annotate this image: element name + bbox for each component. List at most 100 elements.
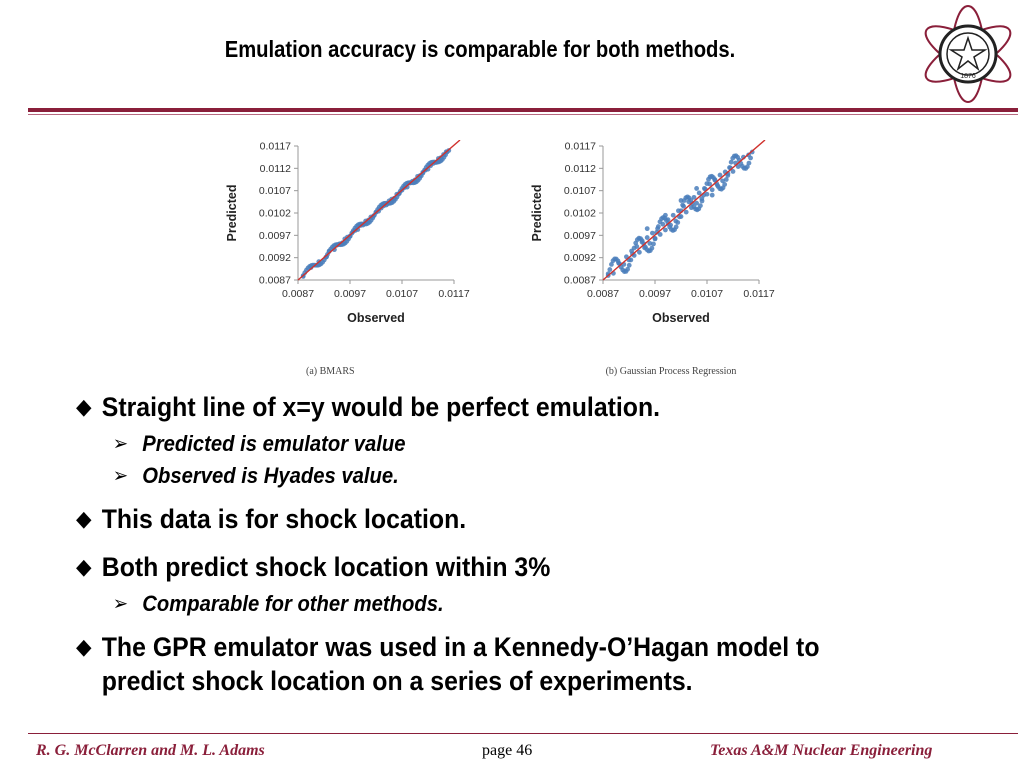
x-axis-label: Observed <box>347 311 405 325</box>
y-axis-label: Predicted <box>225 185 239 242</box>
data-point <box>691 194 697 200</box>
y-tick-label: 0.0117 <box>260 141 291 153</box>
bullet-1: ◆ Straight line of x=y would be perfect … <box>76 390 904 424</box>
data-point <box>728 159 734 165</box>
y-tick-label: 0.0092 <box>564 252 596 264</box>
bullet-1-text: Straight line of x=y would be perfect em… <box>101 392 661 422</box>
data-point <box>744 164 750 170</box>
data-point <box>652 235 658 241</box>
data-point <box>709 187 715 193</box>
sub-bullet-1-2: ➢ Observed is Hyades value. <box>76 460 904 492</box>
bullet-list: ◆ Straight line of x=y would be perfect … <box>76 390 976 702</box>
x-tick-label: 0.0107 <box>386 288 418 300</box>
y-tick-label: 0.0102 <box>564 208 596 220</box>
data-point <box>607 267 613 272</box>
bullet-4: ◆ The GPR emulator was used in a Kennedy… <box>76 630 904 698</box>
data-point <box>626 262 632 268</box>
x-tick-label: 0.0087 <box>282 288 314 300</box>
sub-bullet-1-1: ➢ Predicted is emulator value <box>76 428 904 460</box>
data-point <box>670 212 676 218</box>
x-tick-label: 0.0097 <box>639 288 671 300</box>
y-tick-label: 0.0112 <box>565 163 596 175</box>
bullet-2-text: This data is for shock location. <box>101 504 467 534</box>
diamond-bullet-icon: ◆ <box>76 394 92 419</box>
header-rule-thin <box>28 114 1018 115</box>
x-tick-label: 0.0097 <box>334 288 366 300</box>
data-point <box>650 230 655 236</box>
x-tick-label: 0.0117 <box>438 288 469 300</box>
arrow-bullet-icon: ➢ <box>112 465 129 487</box>
bullet-3: ◆ Both predict shock location within 3% <box>76 550 904 584</box>
bullet-3-text: Both predict shock location within 3% <box>101 552 551 582</box>
bullet-2: ◆ This data is for shock location. <box>76 502 904 536</box>
diamond-bullet-icon: ◆ <box>76 554 92 579</box>
svg-text:1876: 1876 <box>960 73 976 80</box>
diamond-bullet-icon: ◆ <box>76 634 92 659</box>
data-point <box>748 155 753 161</box>
data-point <box>655 224 661 229</box>
data-point <box>628 257 634 263</box>
data-point <box>722 182 728 187</box>
footer-authors: R. G. McClarren and M. L. Adams <box>36 742 265 759</box>
y-tick-label: 0.0097 <box>259 230 291 242</box>
x-axis-label: Observed <box>652 311 710 325</box>
x-tick-label: 0.0117 <box>743 288 774 300</box>
university-seal-icon: 1876 <box>924 5 1012 103</box>
data-point <box>694 186 699 191</box>
y-axis-label: Predicted <box>530 185 544 242</box>
data-point <box>651 241 656 247</box>
data-point <box>730 169 736 174</box>
arrow-bullet-icon: ➢ <box>112 433 129 455</box>
x-tick-label: 0.0107 <box>691 288 723 300</box>
page-number: page 46 <box>482 742 533 759</box>
footer-institution: Texas A&M Nuclear Engineering <box>710 742 933 759</box>
data-point <box>746 160 752 166</box>
data-point <box>720 178 725 184</box>
reference-line <box>297 140 461 281</box>
data-point <box>709 192 715 198</box>
slide-title: Emulation accuracy is comparable for bot… <box>224 36 736 62</box>
y-tick-label: 0.0107 <box>259 185 291 197</box>
data-point <box>673 224 679 230</box>
data-point <box>698 203 703 209</box>
data-point <box>649 245 655 251</box>
data-point <box>644 235 650 240</box>
sub-bullet-3-1-text: Comparable for other methods. <box>142 591 444 616</box>
data-point <box>654 229 660 235</box>
data-point <box>694 200 699 206</box>
footer-rule <box>28 733 1018 734</box>
y-tick-label: 0.0112 <box>260 163 291 175</box>
y-tick-label: 0.0102 <box>259 208 291 220</box>
sub-bullet-3-1: ➢ Comparable for other methods. <box>76 588 904 620</box>
data-point <box>657 232 663 237</box>
chart-caption: (b) Gaussian Process Regression <box>606 366 737 377</box>
y-tick-label: 0.0107 <box>564 185 596 197</box>
data-point <box>735 164 741 169</box>
data-point <box>663 227 668 233</box>
reference-line <box>602 140 766 281</box>
data-point <box>680 202 686 208</box>
data-point <box>717 172 723 178</box>
data-point <box>704 181 710 187</box>
y-tick-label: 0.0117 <box>565 141 596 153</box>
bmars-scatter-chart: 0.0087 0.0092 0.0097 0.0102 0.0107 0.0112 0.01… <box>210 140 480 380</box>
data-point <box>625 266 631 272</box>
y-tick-label: 0.0087 <box>259 275 291 287</box>
data-point <box>723 177 729 182</box>
data-point <box>683 209 689 215</box>
sub-bullet-1-2-text: Observed is Hyades value. <box>142 463 399 488</box>
gpr-scatter-chart: 0.0087 0.0092 0.0097 0.0102 0.0107 0.0112 0.01… <box>515 140 785 380</box>
data-point <box>644 226 650 232</box>
bullet-4-text: The GPR emulator was used in a Kennedy-O… <box>101 632 820 696</box>
diamond-bullet-icon: ◆ <box>76 506 92 531</box>
data-point <box>647 240 653 246</box>
y-tick-label: 0.0092 <box>259 252 291 264</box>
header-rule <box>28 108 1018 112</box>
y-tick-label: 0.0087 <box>564 275 596 287</box>
arrow-bullet-icon: ➢ <box>112 593 129 615</box>
data-point <box>631 245 637 251</box>
data-point <box>696 190 702 196</box>
y-tick-label: 0.0097 <box>564 230 596 242</box>
data-point <box>675 220 681 225</box>
chart-caption: (a) BMARS <box>306 366 355 377</box>
